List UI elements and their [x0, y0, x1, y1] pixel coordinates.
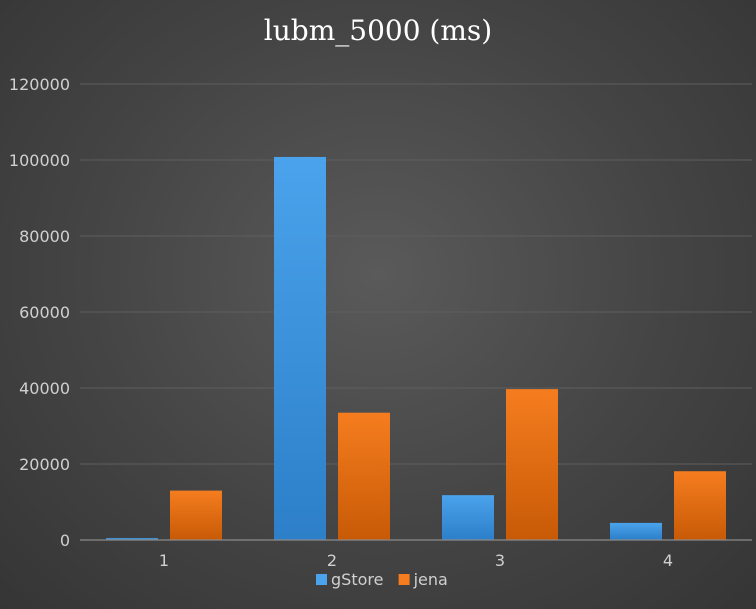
y-tick-label: 60000 [19, 303, 70, 322]
y-tick-label: 80000 [19, 227, 70, 246]
bar-jena-4 [674, 471, 726, 540]
x-tick-label: 1 [159, 551, 169, 570]
bar-jena-1 [170, 490, 222, 540]
bars [106, 156, 726, 540]
y-tick-label: 0 [60, 531, 70, 550]
y-tick-label: 20000 [19, 455, 70, 474]
bar-gstore-4 [610, 522, 662, 540]
bar-jena-3 [506, 389, 558, 540]
bar-gstore-1 [106, 538, 158, 540]
y-tick-label: 40000 [19, 379, 70, 398]
bar-gstore-2 [274, 156, 326, 540]
legend-swatch-jena [398, 574, 410, 585]
chart-title: lubm_5000 (ms) [264, 14, 492, 47]
bar-jena-2 [338, 412, 390, 540]
y-tick-label: 100000 [9, 151, 70, 170]
legend-label-jena: jena [413, 570, 448, 589]
axes: 1 2 3 4 [80, 539, 752, 570]
legend-label-gstore: gStore [331, 570, 383, 589]
x-tick-label: 3 [495, 551, 505, 570]
x-tick-label: 4 [663, 551, 673, 570]
x-tick-label: 2 [327, 551, 337, 570]
legend: gStore jena [316, 570, 448, 589]
y-tick-label: 120000 [9, 75, 70, 94]
gridlines: 0 20000 40000 60000 80000 100000 120000 [9, 75, 752, 550]
legend-swatch-gstore [316, 574, 327, 585]
bar-gstore-3 [442, 495, 494, 540]
